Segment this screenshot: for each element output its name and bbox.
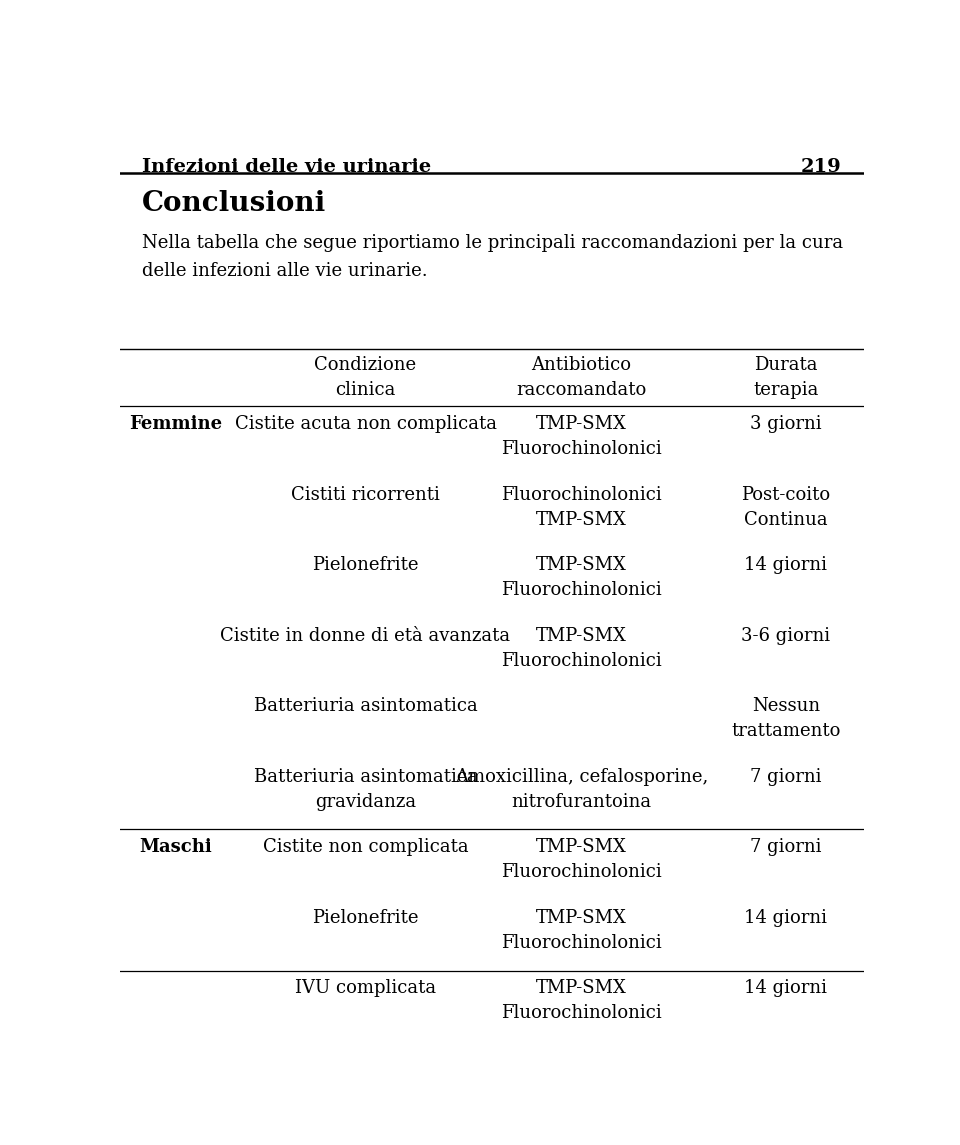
- Text: TMP-SMX
Fluorochinolonici: TMP-SMX Fluorochinolonici: [501, 838, 661, 882]
- Text: Durata
terapia: Durata terapia: [754, 356, 819, 400]
- Text: Cistite in donne di età avanzata: Cistite in donne di età avanzata: [221, 626, 511, 645]
- Text: Maschi: Maschi: [139, 838, 212, 856]
- Text: 7 giorni: 7 giorni: [750, 768, 822, 785]
- Text: 14 giorni: 14 giorni: [744, 909, 828, 926]
- Text: Conclusioni: Conclusioni: [142, 190, 326, 218]
- Text: TMP-SMX
Fluorochinolonici: TMP-SMX Fluorochinolonici: [501, 979, 661, 1022]
- Text: Fluorochinolonici
TMP-SMX: Fluorochinolonici TMP-SMX: [501, 485, 661, 529]
- Text: Nella tabella che segue riportiamo le principali raccomandazioni per la cura
del: Nella tabella che segue riportiamo le pr…: [142, 235, 844, 281]
- Text: Infezioni delle vie urinarie: Infezioni delle vie urinarie: [142, 158, 431, 175]
- Text: 7 giorni: 7 giorni: [750, 838, 822, 856]
- Text: Nessun
trattamento: Nessun trattamento: [732, 697, 841, 741]
- Text: IVU complicata: IVU complicata: [295, 979, 436, 997]
- Text: 219: 219: [801, 158, 842, 175]
- Text: TMP-SMX
Fluorochinolonici: TMP-SMX Fluorochinolonici: [501, 909, 661, 951]
- Text: Pielonefrite: Pielonefrite: [312, 556, 419, 574]
- Text: Cistiti ricorrenti: Cistiti ricorrenti: [291, 485, 440, 504]
- Text: TMP-SMX
Fluorochinolonici: TMP-SMX Fluorochinolonici: [501, 416, 661, 458]
- Text: Condizione
clinica: Condizione clinica: [315, 356, 417, 400]
- Text: Femmine: Femmine: [130, 416, 223, 433]
- Text: Antibiotico
raccomandato: Antibiotico raccomandato: [516, 356, 646, 400]
- Text: TMP-SMX
Fluorochinolonici: TMP-SMX Fluorochinolonici: [501, 626, 661, 670]
- Text: Batteriuria asintomatica
gravidanza: Batteriuria asintomatica gravidanza: [253, 768, 477, 811]
- Text: TMP-SMX
Fluorochinolonici: TMP-SMX Fluorochinolonici: [501, 556, 661, 599]
- Text: Post-coito
Continua: Post-coito Continua: [741, 485, 830, 529]
- Text: Batteriuria asintomatica: Batteriuria asintomatica: [253, 697, 477, 716]
- Text: 14 giorni: 14 giorni: [744, 979, 828, 997]
- Text: Cistite non complicata: Cistite non complicata: [263, 838, 468, 856]
- Text: 14 giorni: 14 giorni: [744, 556, 828, 574]
- Text: Pielonefrite: Pielonefrite: [312, 909, 419, 926]
- Text: 3-6 giorni: 3-6 giorni: [741, 626, 830, 645]
- Text: 3 giorni: 3 giorni: [750, 416, 822, 433]
- Text: Cistite acuta non complicata: Cistite acuta non complicata: [234, 416, 496, 433]
- Text: Amoxicillina, cefalosporine,
nitrofurantoina: Amoxicillina, cefalosporine, nitrofurant…: [455, 768, 708, 811]
